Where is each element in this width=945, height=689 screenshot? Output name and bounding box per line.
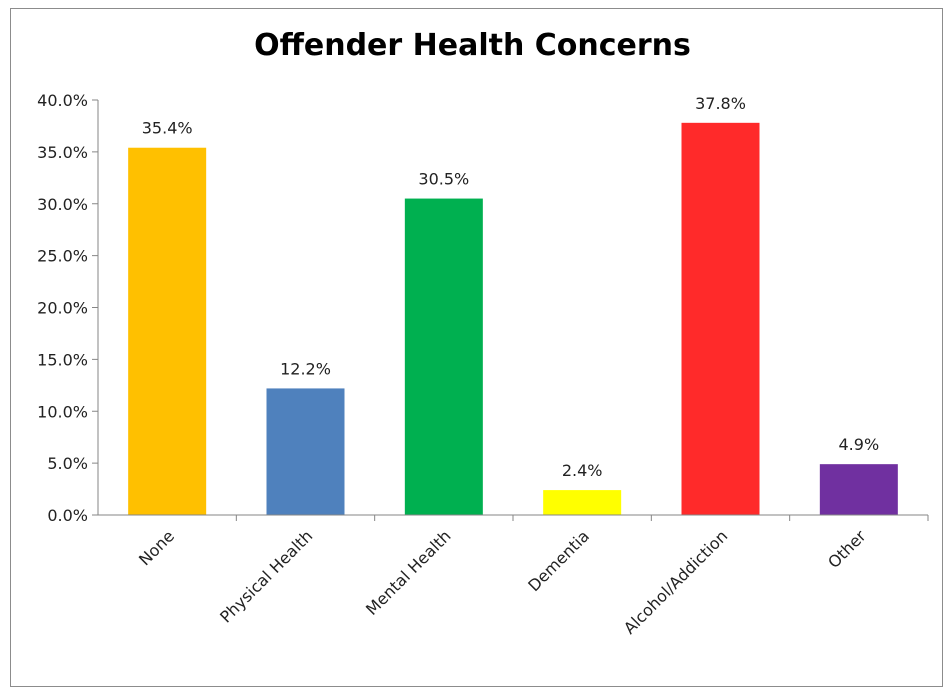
data-label: 2.4% [562,461,603,480]
data-label: 30.5% [418,170,469,189]
y-tick-label: 20.0% [37,299,88,318]
y-tick-label: 25.0% [37,247,88,266]
data-label: 35.4% [142,119,193,138]
y-tick-label: 15.0% [37,350,88,369]
data-label: 37.8% [695,94,746,113]
y-tick-label: 10.0% [37,402,88,421]
chart-title: Offender Health Concerns [254,28,691,63]
data-label: 12.2% [280,359,331,378]
x-tick-label: Other [824,526,870,572]
bar-mental-health [404,198,483,515]
x-tick-label: Mental Health [362,526,455,619]
x-tick-label: Alcohol/Addiction [620,526,731,637]
x-axis: None Physical Health Mental Health Dementia… [98,514,929,638]
data-label: 4.9% [839,435,880,454]
y-tick-label: 30.0% [37,195,88,214]
y-tick-label: 35.0% [37,143,88,162]
bar-physical-health [266,388,345,515]
bar-dementia [543,490,622,515]
bar-none [128,147,207,515]
bars: 35.4% 12.2% 30.5% 2.4% 37.8% 4.9% [128,94,898,515]
y-tick-label: 0.0% [47,506,88,525]
bar-alcohol-addiction [681,122,760,515]
x-tick-label: None [135,526,178,569]
y-tick-label: 40.0% [37,91,88,110]
bar-other [819,464,898,515]
y-tick-label: 5.0% [47,454,88,473]
x-tick-label: Dementia [524,526,593,595]
y-axis: 0.0% 5.0% 10.0% 15.0% 20.0% 25.0% 30.0% 35.0% 40… [37,91,99,525]
x-tick-label: Physical Health [216,526,316,626]
